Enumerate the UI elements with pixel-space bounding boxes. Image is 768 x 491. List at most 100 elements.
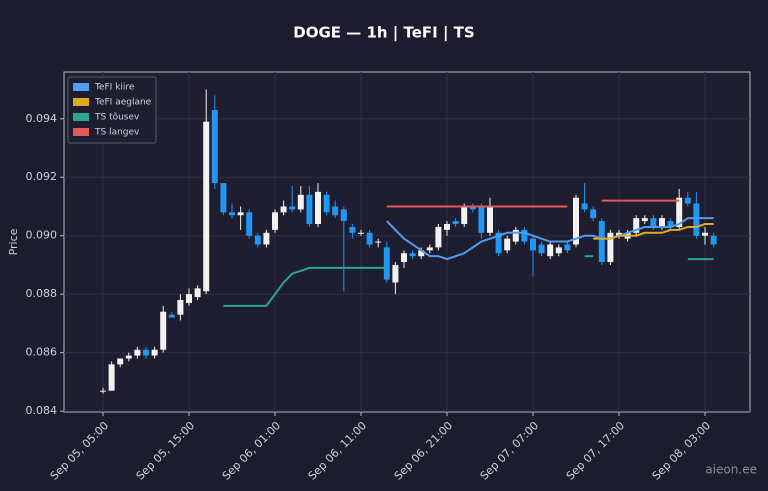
candle-body [530,238,536,251]
candle-body [151,349,158,356]
chart-title: DOGE — 1h | TeFI | TS [293,24,474,43]
candle-body [254,235,261,245]
y-tick-label: 0.084 [26,404,58,417]
candle-body [315,191,321,225]
candle-body [237,212,244,216]
marks [100,89,717,394]
y-tick-label: 0.094 [26,112,58,125]
candle-body [426,247,433,251]
legend-swatch [73,128,89,136]
candle-body [383,247,390,280]
candle-body [564,244,571,251]
candle-body [598,221,605,263]
candle-body [590,209,597,219]
legend-box [67,76,157,144]
candle-body [392,264,399,283]
candle-body [401,253,407,263]
x-tick-label: Sep 05, 05:00 [48,419,112,483]
candle-body [211,110,218,184]
candle-body [435,226,442,248]
candle-body [659,218,665,227]
y-tick-label: 0.092 [26,170,58,183]
candle-body [323,194,330,213]
candle-body [186,294,192,303]
x-tick-label: Sep 06, 21:00 [392,419,456,483]
candle-body [134,349,141,356]
candle-body [340,209,347,222]
candle-body [487,206,493,233]
x-tick-label: Sep 08, 03:00 [650,419,714,483]
legend: TeFI kiire TeFI aeglane TS tõusev TS langev [67,76,157,144]
y-tick-label: 0.090 [26,229,58,242]
candle-body [702,232,708,236]
candle-body [693,203,700,236]
y-tick-label: 0.086 [26,346,58,359]
x-tick-label: Sep 06, 01:00 [220,419,284,483]
plot-area [63,71,751,413]
overlay-line [386,217,714,261]
legend-label: TeFI aeglane [94,98,152,108]
candle-body [581,203,588,210]
candle-body [469,206,476,210]
candle-body [194,288,201,298]
x-tick-label: Sep 06, 11:00 [306,419,370,483]
candle-body [547,244,554,257]
candle-body [667,221,674,227]
x-tick-label: Sep 07, 07:00 [478,419,542,483]
overlay-line [593,223,714,240]
candle-body [607,232,614,263]
candle-body [495,232,502,254]
legend-label: TS tõusev [94,113,140,123]
candle-body [263,232,270,245]
candle-body [289,206,296,210]
candle-body [452,221,459,225]
candle-body [366,232,373,245]
candle-body [461,206,468,225]
candle-body [521,229,528,242]
candle-body [375,241,382,243]
candle-body [573,197,579,245]
legend-label: TeFI kiire [94,83,135,93]
candle-body [710,235,717,245]
candle-body [203,121,210,292]
candle-body [555,247,562,254]
candle-body [108,364,115,391]
candle-body [177,300,184,315]
candle-body [676,197,683,227]
candle-body [418,250,425,257]
legend-swatch [73,98,89,106]
candle-body [616,232,622,236]
x-tick-label: Sep 05, 15:00 [134,419,198,483]
candle-body [349,226,356,233]
x-tick-label: Sep 07, 17:00 [564,419,628,483]
candle-body [633,218,640,233]
candle-body [512,229,519,242]
candle-body [409,253,416,257]
y-tick-label: 0.088 [26,287,58,300]
candle-body [641,218,648,222]
candle-body [143,349,149,356]
candle-body [229,212,235,216]
candle-body [478,206,485,233]
candle-body [272,212,278,230]
candle-body [280,206,287,213]
watermark: aieon.ee [705,463,757,477]
candle-body [538,244,545,254]
candle-body [168,314,175,318]
candle-body [650,218,657,227]
legend-label: TS langev [94,128,140,138]
candle-body [220,183,227,213]
candle-body [444,224,450,230]
candle-body [160,311,167,350]
y-axis-label: Price [7,228,20,255]
legend-swatch [73,83,89,91]
candle-body [684,197,691,204]
candle-body [332,206,339,216]
overlay-line [223,266,387,307]
candle-body [100,390,106,392]
candle-body [117,358,124,365]
candle-body [504,238,511,251]
legend-swatch [73,113,89,121]
candle-body [297,194,304,210]
